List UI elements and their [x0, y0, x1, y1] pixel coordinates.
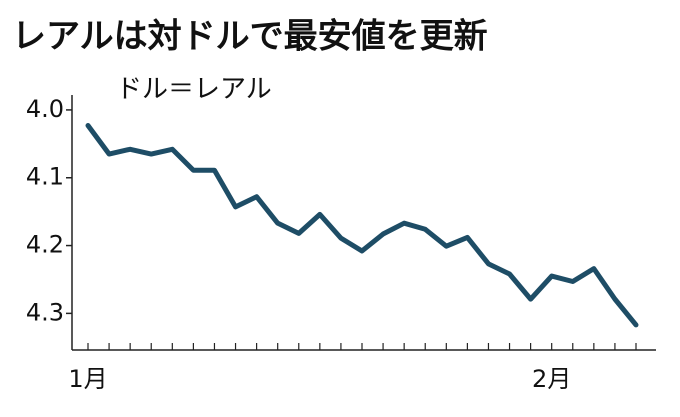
- x-tick-label: 2月: [532, 365, 571, 393]
- y-tick-label: 4.0: [26, 95, 64, 123]
- y-tick-label: 4.2: [26, 231, 64, 259]
- x-tick-label: 1月: [68, 365, 107, 393]
- line-series: [85, 123, 639, 328]
- y-tick-label: 4.3: [26, 298, 64, 326]
- chart-subtitle: ドル＝レアル: [116, 75, 272, 105]
- chart-title: レアルは対ドルで最安値を更新: [12, 17, 488, 57]
- y-tick-label: 4.1: [26, 163, 64, 191]
